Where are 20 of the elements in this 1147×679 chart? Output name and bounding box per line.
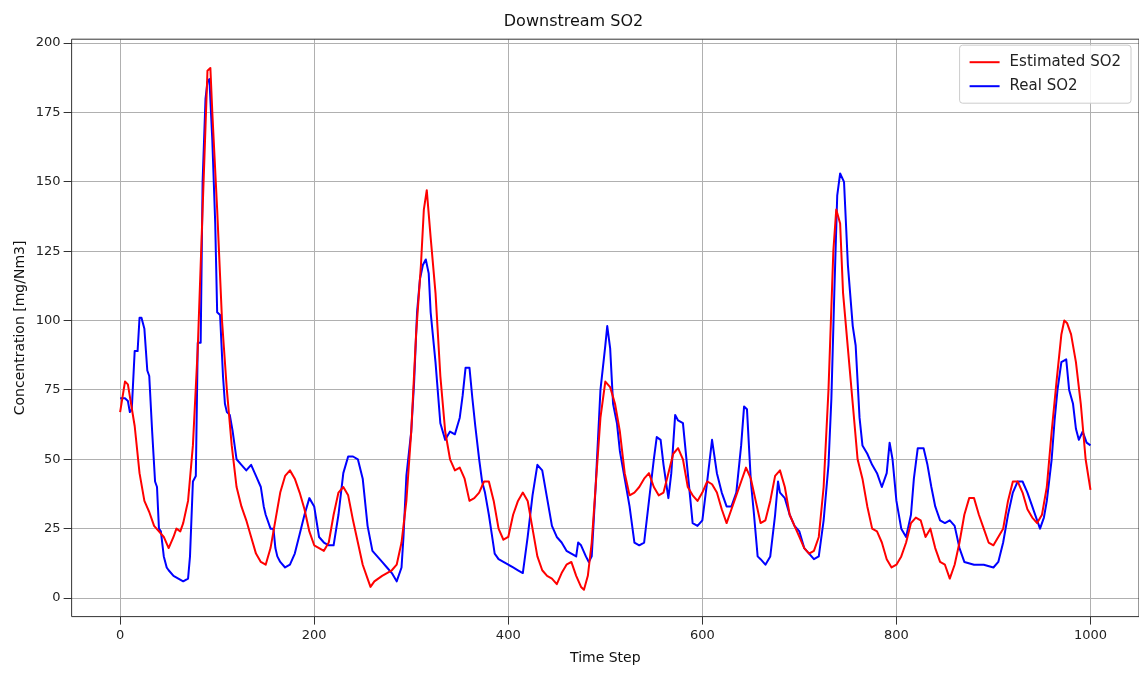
y-tick-label: 100 xyxy=(35,311,61,327)
y-tick-label: 175 xyxy=(35,103,61,119)
x-tick-label: 1000 xyxy=(1073,626,1108,642)
y-tick-label: 25 xyxy=(44,520,61,536)
legend-label: Estimated SO2 xyxy=(1009,52,1122,71)
x-tick-label: 0 xyxy=(115,626,125,642)
x-tick-label: 400 xyxy=(495,626,521,642)
y-tick-label: 75 xyxy=(44,381,61,397)
chart-title: Downstream SO2 xyxy=(503,10,644,30)
legend-label: Real SO2 xyxy=(1009,76,1078,95)
y-axis-title: Concentration [mg/Nm3] xyxy=(11,240,28,416)
y-tick-label: 125 xyxy=(35,242,61,258)
x-tick-label: 200 xyxy=(301,626,327,642)
x-tick-label: 800 xyxy=(884,626,909,642)
x-tick-label: 600 xyxy=(689,626,715,642)
y-tick-label: 50 xyxy=(44,450,61,466)
y-tick-label: 200 xyxy=(35,34,61,50)
y-tick-label: 150 xyxy=(35,173,61,189)
x-axis-title: Time Step xyxy=(569,649,641,666)
y-tick-label: 0 xyxy=(52,589,61,605)
